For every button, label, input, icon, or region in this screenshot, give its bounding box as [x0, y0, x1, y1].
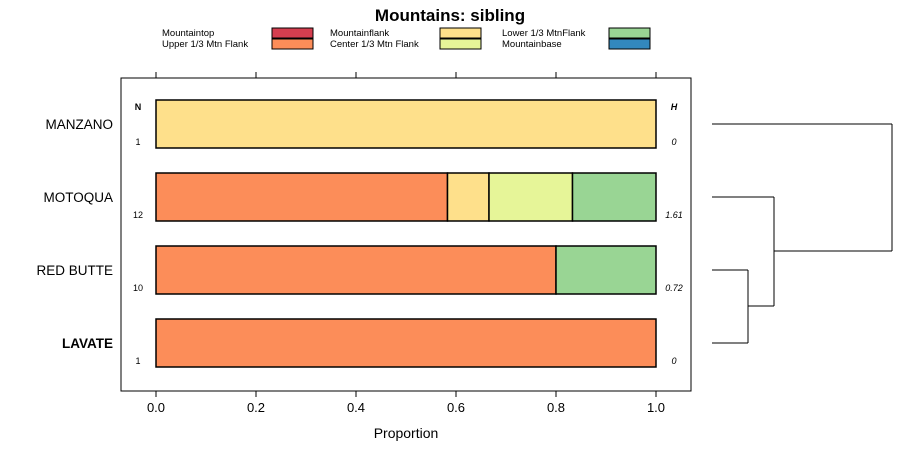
bar-segment [571, 172, 657, 222]
row-n-value: 10 [133, 283, 143, 293]
legend-swatch [271, 27, 314, 39]
n-header: N [135, 102, 142, 112]
legend-swatch [271, 38, 314, 50]
legend-swatch [608, 27, 651, 39]
row-h-value: 0 [671, 356, 676, 366]
legend-swatch [439, 38, 482, 50]
bar-segment [155, 245, 557, 295]
x-tick-label: 0.4 [347, 400, 365, 415]
x-axis: 0.0 0.2 0.4 0.6 0.8 1.0 [147, 72, 665, 415]
x-tick-label: 0.0 [147, 400, 165, 415]
legend-label: Lower 1/3 MtnFlank [502, 28, 586, 39]
legend-label: Center 1/3 Mtn Flank [330, 39, 419, 50]
bar-segment [155, 99, 657, 149]
row-label: MANZANO [46, 117, 114, 132]
x-tick-label: 0.8 [547, 400, 565, 415]
row-n-value: 1 [135, 137, 140, 147]
row-h-value: 1.61 [665, 210, 683, 220]
row-h-value: 0 [671, 137, 676, 147]
row-label: RED BUTTE [36, 263, 113, 278]
row-label: LAVATE [62, 336, 113, 351]
legend-label: Mountainflank [330, 28, 389, 39]
legend-label: Upper 1/3 Mtn Flank [162, 39, 248, 50]
bar-segment [155, 318, 657, 368]
bar-segment [488, 172, 574, 222]
bar-segment [446, 172, 490, 222]
dendrogram [712, 123, 893, 344]
bar-segment [555, 245, 657, 295]
x-tick-label: 0.2 [247, 400, 265, 415]
x-tick-label: 1.0 [647, 400, 665, 415]
row-h-value: 0.72 [665, 283, 683, 293]
x-tick-label: 0.6 [447, 400, 465, 415]
bar-segment [155, 172, 449, 222]
row-n-value: 12 [133, 210, 143, 220]
h-header: H [671, 102, 678, 112]
chart-title: Mountains: sibling [375, 6, 525, 25]
plot-frame [120, 77, 692, 392]
x-axis-label: Proportion [374, 425, 439, 441]
row-label: MOTOQUA [43, 190, 113, 205]
row-n-value: 1 [135, 356, 140, 366]
legend-label: Mountainbase [502, 39, 562, 50]
legend-swatch [608, 38, 651, 50]
legend-label: Mountaintop [162, 28, 214, 39]
legend-swatch [439, 27, 482, 39]
